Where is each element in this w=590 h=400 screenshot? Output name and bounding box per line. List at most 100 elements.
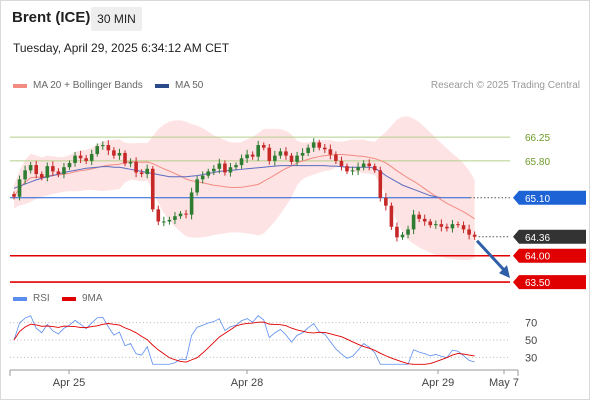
level-tag-65.10 bbox=[513, 190, 586, 205]
candle-body bbox=[223, 163, 227, 173]
legend-rsi: RSI bbox=[13, 293, 50, 304]
x-tick-label: Apr 29 bbox=[422, 377, 454, 389]
candle-body bbox=[234, 165, 238, 168]
candle-body bbox=[145, 168, 149, 175]
candle-body bbox=[411, 214, 416, 230]
candle-body bbox=[417, 214, 421, 219]
level-tag-63.50 bbox=[513, 275, 586, 290]
candle-body bbox=[212, 168, 216, 172]
candle-body bbox=[106, 145, 111, 151]
candle-body bbox=[39, 174, 44, 178]
legend-bollinger: MA 20 + Bollinger Bands bbox=[13, 80, 143, 91]
candle-body bbox=[173, 216, 177, 220]
candle-body bbox=[384, 197, 388, 206]
level-label-65.10: 65.10 bbox=[525, 194, 550, 205]
candle-body bbox=[372, 166, 377, 171]
candle-body bbox=[422, 218, 427, 222]
candle-body bbox=[34, 165, 38, 175]
legend-9ma-label: 9MA bbox=[82, 293, 103, 304]
candle-body bbox=[56, 171, 61, 175]
moving-averages bbox=[13, 154, 475, 220]
candle-body bbox=[162, 221, 166, 223]
forecast-arrow bbox=[475, 239, 510, 279]
candle-body bbox=[367, 163, 371, 167]
candle-body bbox=[445, 226, 449, 229]
bollinger-band-area bbox=[14, 116, 475, 261]
ma50-line bbox=[13, 165, 442, 199]
level-label-64.00: 64.00 bbox=[525, 252, 550, 263]
candle-body bbox=[239, 158, 244, 166]
candle-body bbox=[23, 170, 27, 180]
candle-body bbox=[134, 161, 138, 173]
candle-body bbox=[395, 226, 399, 238]
candle-body bbox=[112, 150, 116, 156]
bollinger-band bbox=[14, 116, 475, 261]
candle-body bbox=[200, 175, 205, 180]
candle-body bbox=[428, 221, 433, 226]
candle-body bbox=[17, 179, 22, 197]
candle-body bbox=[62, 167, 66, 175]
forecast-arrow-shaft bbox=[475, 239, 508, 274]
ma20-line bbox=[13, 154, 475, 220]
candle-body bbox=[406, 229, 410, 235]
candle-body bbox=[167, 219, 172, 222]
candle-body bbox=[123, 152, 127, 164]
candle-body bbox=[128, 161, 133, 164]
candle-body bbox=[334, 154, 338, 161]
rsi-ma-line bbox=[13, 321, 475, 365]
rsi-tick-70: 70 bbox=[525, 318, 537, 330]
candle-body bbox=[434, 224, 438, 226]
rsi-panel: 70 50 30 bbox=[10, 315, 537, 365]
candle-body bbox=[339, 160, 344, 167]
candle-body bbox=[95, 146, 100, 155]
candle-body bbox=[300, 152, 305, 156]
x-axis: Apr 25 Apr 28 Apr 29 May 7 bbox=[9, 369, 519, 389]
rsi-ma-swatch bbox=[62, 296, 76, 301]
level-label-64.36: 64.36 bbox=[525, 233, 550, 244]
candle-body bbox=[217, 163, 222, 169]
level-tag-64.36 bbox=[513, 229, 586, 244]
candle-body bbox=[84, 158, 88, 161]
candle-body bbox=[378, 170, 383, 198]
level-labels: 66.25 65.80 65.10 64.36 64.00 63.50 bbox=[513, 133, 586, 290]
candle-body bbox=[273, 155, 277, 161]
candle-body bbox=[73, 155, 77, 163]
level-tag-64.00 bbox=[513, 248, 586, 263]
rsi-tick-50: 50 bbox=[525, 335, 537, 347]
candle-body bbox=[117, 152, 122, 156]
candle-body bbox=[306, 147, 310, 153]
candle-body bbox=[356, 167, 360, 171]
candle-body bbox=[28, 165, 33, 171]
candle-body bbox=[350, 170, 355, 172]
candle-body bbox=[261, 145, 266, 148]
x-tick-label: Apr 28 bbox=[231, 377, 263, 389]
candle-body bbox=[184, 213, 188, 215]
candle-body bbox=[472, 234, 477, 237]
candle-body bbox=[101, 145, 105, 147]
candle-body bbox=[289, 155, 294, 162]
candle-body bbox=[345, 166, 349, 172]
level-label-66.25: 66.25 bbox=[525, 133, 550, 144]
level-label-65.80: 65.80 bbox=[525, 157, 550, 168]
x-tick-label: May 7 bbox=[489, 377, 519, 389]
timestamp: Tuesday, April 29, 2025 6:34:12 AM CET bbox=[13, 41, 230, 55]
legend-ma50-label: MA 50 bbox=[175, 80, 204, 91]
candle-body bbox=[461, 225, 466, 230]
timeframe-selector[interactable]: 30 MIN bbox=[91, 7, 142, 31]
candle-body bbox=[51, 166, 55, 172]
candle-body bbox=[439, 224, 444, 227]
candle-body bbox=[178, 213, 183, 217]
candle-body bbox=[156, 209, 161, 222]
candle-body bbox=[361, 163, 366, 168]
candle-body bbox=[311, 142, 316, 148]
forecast-arrow-head bbox=[499, 265, 510, 279]
legend-ma50: MA 50 bbox=[155, 80, 203, 91]
rsi-line bbox=[13, 315, 475, 365]
candle-body bbox=[78, 155, 83, 159]
candle-body bbox=[256, 145, 260, 157]
legend-rsi-label: RSI bbox=[33, 293, 50, 304]
candle-body bbox=[267, 147, 272, 161]
candle-body bbox=[389, 205, 394, 227]
rsi-swatch bbox=[13, 296, 27, 301]
